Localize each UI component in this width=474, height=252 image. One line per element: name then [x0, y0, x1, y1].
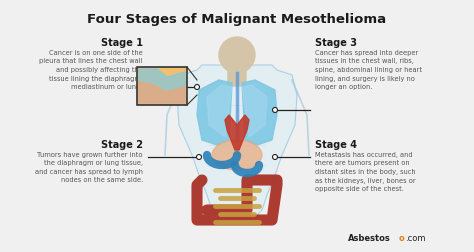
Circle shape [197, 154, 201, 160]
Text: Stage 3: Stage 3 [315, 38, 357, 48]
Polygon shape [139, 82, 185, 103]
Text: Tumors have grown further into
the diaphragm or lung tissue,
and cancer has spre: Tumors have grown further into the diaph… [35, 152, 143, 183]
Text: Stage 1: Stage 1 [101, 38, 143, 48]
Ellipse shape [212, 140, 262, 170]
Polygon shape [242, 85, 267, 137]
Polygon shape [177, 65, 297, 215]
Text: .com: .com [405, 234, 426, 243]
Circle shape [273, 108, 277, 112]
Polygon shape [225, 115, 249, 150]
FancyBboxPatch shape [137, 67, 187, 105]
Text: Asbestos: Asbestos [348, 234, 391, 243]
Polygon shape [207, 85, 232, 137]
Polygon shape [139, 69, 185, 103]
Circle shape [273, 154, 277, 160]
Text: Cancer is on one side of the
pleura that lines the chest wall
and possibly affec: Cancer is on one side of the pleura that… [39, 50, 143, 90]
Text: Cancer has spread into deeper
tissues in the chest wall, ribs,
spine, abdominal : Cancer has spread into deeper tissues in… [315, 50, 422, 90]
Text: o: o [399, 234, 405, 243]
Text: Four Stages of Malignant Mesothelioma: Four Stages of Malignant Mesothelioma [87, 13, 387, 26]
Circle shape [219, 37, 255, 73]
Text: Stage 4: Stage 4 [315, 140, 357, 150]
Circle shape [194, 84, 200, 89]
Text: Stage 2: Stage 2 [101, 140, 143, 150]
Polygon shape [197, 80, 232, 145]
Text: Metastasis has occurred, and
there are tumors present on
distant sites in the bo: Metastasis has occurred, and there are t… [315, 152, 416, 192]
FancyBboxPatch shape [228, 70, 246, 86]
Polygon shape [242, 80, 277, 145]
